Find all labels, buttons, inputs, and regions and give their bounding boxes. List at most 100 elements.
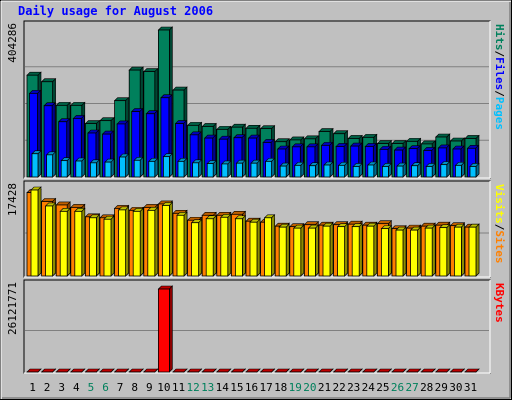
bar-pages-day-15 xyxy=(236,160,245,177)
bar-visits-day-21 xyxy=(323,223,333,276)
bar-pages-day-4 xyxy=(76,158,85,177)
panel-sites-visits: 17428 Visits/Sites xyxy=(6,181,506,277)
day-tick-label: 5 xyxy=(88,381,95,394)
bar-visits-day-20 xyxy=(308,225,318,276)
panel-legend: KBytes xyxy=(493,283,506,323)
bar-visits-day-25 xyxy=(381,226,391,276)
bar-pages-day-26 xyxy=(397,163,406,177)
bar-pages-day-28 xyxy=(426,163,435,177)
day-tick-label: 25 xyxy=(376,381,389,394)
bar-visits-day-7 xyxy=(119,207,129,276)
day-tick-label: 7 xyxy=(117,381,124,394)
day-tick-label: 19 xyxy=(289,381,302,394)
bar-visits-day-13 xyxy=(206,216,216,276)
day-tick-label: 30 xyxy=(449,381,462,394)
bar-pages-day-31 xyxy=(470,163,479,177)
legend-kbytes: KBytes xyxy=(493,283,506,323)
panel-kbytes: 26121771 KBytes xyxy=(6,280,506,373)
bar-visits-day-2 xyxy=(46,203,56,276)
bar-pages-day-25 xyxy=(382,163,391,177)
bar-visits-day-18 xyxy=(279,224,289,276)
bar-pages-day-17 xyxy=(266,158,275,177)
bar-visits-day-27 xyxy=(411,227,421,276)
bar-pages-day-10 xyxy=(163,154,172,177)
bar-pages-day-13 xyxy=(207,161,216,177)
day-tick-label: 11 xyxy=(172,381,185,394)
bar-pages-day-7 xyxy=(120,154,129,177)
bar-visits-day-14 xyxy=(221,214,231,276)
day-tick-label: 3 xyxy=(58,381,65,394)
day-tick-label: 28 xyxy=(420,381,433,394)
day-tick-label: 14 xyxy=(216,381,230,394)
ymax-label: 26121771 xyxy=(6,282,19,335)
legend-hits: Hits xyxy=(493,24,506,51)
ymax-label: 17428 xyxy=(6,183,19,216)
bar-pages-day-21 xyxy=(324,162,333,177)
bar-pages-day-19 xyxy=(295,162,304,177)
bar-visits-day-16 xyxy=(250,219,260,276)
bar-visits-day-6 xyxy=(104,216,114,276)
bar-pages-day-30 xyxy=(455,162,464,177)
bar-pages-day-12 xyxy=(193,160,202,177)
bar-pages-day-24 xyxy=(368,162,377,177)
chart-title: Daily usage for August 2006 xyxy=(18,4,213,18)
bar-visits-day-30 xyxy=(454,224,464,276)
day-tick-label: 13 xyxy=(201,381,214,394)
bar-visits-day-26 xyxy=(396,227,406,276)
day-tick-label: 10 xyxy=(157,381,170,394)
day-tick-label: 16 xyxy=(245,381,258,394)
bar-visits-day-23 xyxy=(352,224,362,276)
day-tick-label: 8 xyxy=(131,381,138,394)
bar-pages-day-2 xyxy=(47,152,56,177)
day-tick-label: 17 xyxy=(259,381,272,394)
day-tick-label: 4 xyxy=(73,381,80,394)
bar-pages-day-20 xyxy=(309,163,318,177)
day-tick-label: 20 xyxy=(303,381,316,394)
bar-visits-day-28 xyxy=(425,225,435,276)
day-tick-label: 31 xyxy=(464,381,477,394)
bar-visits-day-9 xyxy=(148,207,158,276)
panel-border xyxy=(24,280,490,373)
day-tick-label: 9 xyxy=(146,381,153,394)
bar-visits-day-19 xyxy=(294,225,304,276)
ymax-label: 404286 xyxy=(6,23,19,63)
day-tick-label: 24 xyxy=(362,381,376,394)
bar-pages-day-6 xyxy=(105,159,114,177)
bar-visits-day-8 xyxy=(133,208,143,276)
bar-visits-day-22 xyxy=(338,224,348,276)
day-tick-label: 29 xyxy=(435,381,448,394)
bar-visits-day-12 xyxy=(192,220,202,276)
day-tick-label: 1 xyxy=(29,381,36,394)
bar-visits-day-3 xyxy=(60,208,70,276)
bar-pages-day-18 xyxy=(280,163,289,177)
day-tick-label: 6 xyxy=(102,381,109,394)
legend-files: Files xyxy=(493,57,506,90)
legend-sites: Sites xyxy=(493,230,506,263)
bar-visits-day-4 xyxy=(75,208,85,276)
bar-visits-day-24 xyxy=(367,223,377,276)
bar-pages-day-22 xyxy=(339,162,348,177)
bar-pages-day-5 xyxy=(90,160,99,177)
legend-pages: Pages xyxy=(493,97,506,130)
panel-legend: Visits/Sites xyxy=(493,184,506,264)
day-tick-label: 15 xyxy=(230,381,243,394)
bar-pages-day-11 xyxy=(178,158,187,177)
bar-kbytes-day-10 xyxy=(158,286,172,372)
day-tick-label: 22 xyxy=(332,381,345,394)
day-tick-label: 23 xyxy=(347,381,360,394)
day-tick-label: 12 xyxy=(186,381,199,394)
bar-visits-day-11 xyxy=(177,212,187,276)
bar-pages-day-3 xyxy=(61,158,70,177)
day-tick-label: 21 xyxy=(318,381,331,394)
bar-pages-day-23 xyxy=(353,163,362,177)
day-tick-label: 2 xyxy=(44,381,51,394)
bar-pages-day-8 xyxy=(134,157,143,177)
bar-visits-day-1 xyxy=(31,187,41,276)
bar-visits-day-17 xyxy=(265,215,275,276)
bar-pages-day-29 xyxy=(441,162,450,177)
day-tick-label: 27 xyxy=(405,381,418,394)
bar-pages-day-27 xyxy=(412,163,421,177)
